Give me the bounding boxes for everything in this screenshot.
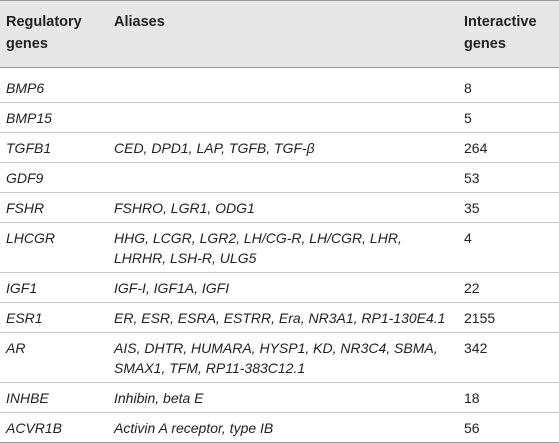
header-regulatory-genes: Regulatory genes [0, 0, 110, 68]
gene-cell: ACVR1B [0, 412, 110, 443]
table-body: BMP6 8 BMP15 5 TGFB1 CED, DPD1, LAP, TGF… [0, 67, 559, 443]
gene-cell: BMP6 [0, 67, 110, 103]
aliases-cell: IGF-I, IGF1A, IGFI [110, 272, 460, 303]
gene-cell: INHBE [0, 382, 110, 413]
header-aliases: Aliases [110, 0, 460, 68]
header-interactive-genes: Interactive genes [460, 0, 559, 68]
table-row: LHCGR HHG, LCGR, LGR2, LH/CG-R, LH/CGR, … [0, 222, 559, 273]
interactive-count-cell: 264 [460, 132, 559, 163]
aliases-cell: FSHRO, LGR1, ODG1 [110, 192, 460, 223]
aliases-cell [110, 162, 460, 193]
table-row: ACVR1B Activin A receptor, type IB 56 [0, 412, 559, 443]
table-row: FSHR FSHRO, LGR1, ODG1 35 [0, 192, 559, 223]
table-row: GDF9 53 [0, 162, 559, 193]
table-header: Regulatory genes Aliases Interactive gen… [0, 0, 559, 68]
gene-cell: TGFB1 [0, 132, 110, 163]
table-row: IGF1 IGF-I, IGF1A, IGFI 22 [0, 272, 559, 303]
aliases-cell: CED, DPD1, LAP, TGFB, TGF-β [110, 132, 460, 163]
interactive-count-cell: 56 [460, 412, 559, 443]
aliases-cell: Activin A receptor, type IB [110, 412, 460, 443]
gene-cell: LHCGR [0, 222, 110, 273]
interactive-count-cell: 53 [460, 162, 559, 193]
table-row: INHBE Inhibin, beta E 18 [0, 382, 559, 413]
interactive-count-cell: 22 [460, 272, 559, 303]
aliases-cell [110, 102, 460, 133]
gene-cell: ESR1 [0, 302, 110, 333]
gene-cell: BMP15 [0, 102, 110, 133]
gene-cell: AR [0, 332, 110, 383]
table-row: BMP6 8 [0, 67, 559, 103]
header-row: Regulatory genes Aliases Interactive gen… [0, 0, 559, 68]
gene-cell: IGF1 [0, 272, 110, 303]
interactive-count-cell: 35 [460, 192, 559, 223]
gene-cell: FSHR [0, 192, 110, 223]
table-row: ESR1 ER, ESR, ESRA, ESTRR, Era, NR3A1, R… [0, 302, 559, 333]
aliases-cell: Inhibin, beta E [110, 382, 460, 413]
gene-cell: GDF9 [0, 162, 110, 193]
interactive-count-cell: 18 [460, 382, 559, 413]
aliases-cell [110, 67, 460, 103]
table-row: TGFB1 CED, DPD1, LAP, TGFB, TGF-β 264 [0, 132, 559, 163]
interactive-count-cell: 8 [460, 67, 559, 103]
table-row: BMP15 5 [0, 102, 559, 133]
aliases-cell: HHG, LCGR, LGR2, LH/CG-R, LH/CGR, LHR, L… [110, 222, 460, 273]
interactive-count-cell: 2155 [460, 302, 559, 333]
table-row: AR AIS, DHTR, HUMARA, HYSP1, KD, NR3C4, … [0, 332, 559, 383]
aliases-cell: ER, ESR, ESRA, ESTRR, Era, NR3A1, RP1-13… [110, 302, 460, 333]
interactive-count-cell: 5 [460, 102, 559, 133]
aliases-cell: AIS, DHTR, HUMARA, HYSP1, KD, NR3C4, SBM… [110, 332, 460, 383]
interactive-count-cell: 4 [460, 222, 559, 273]
interactive-count-cell: 342 [460, 332, 559, 383]
